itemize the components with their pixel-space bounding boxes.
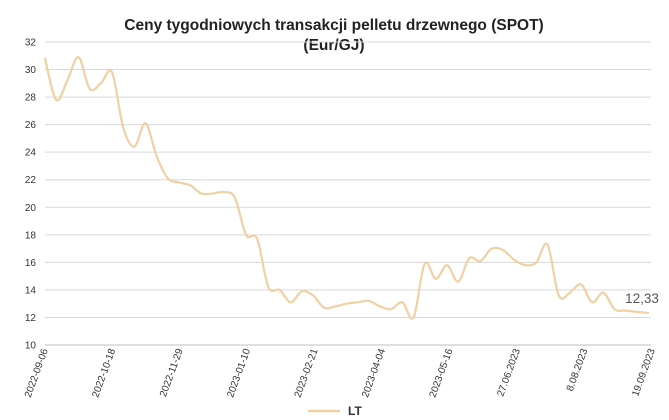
y-tick-label: 22 bbox=[25, 175, 37, 186]
x-tick-label: 19.09.2023 bbox=[630, 347, 658, 398]
last-value-label: 12,33 bbox=[625, 291, 659, 306]
y-tick-label: 28 bbox=[25, 93, 37, 104]
legend: LT bbox=[308, 404, 362, 418]
y-axis-ticks: 32 30 28 26 24 22 20 18 16 14 12 10 bbox=[25, 38, 37, 352]
x-tick-label: 27.06.2023 bbox=[495, 347, 523, 398]
y-tick-label: 16 bbox=[25, 258, 37, 269]
x-tick-label: 2022-09-06 bbox=[23, 347, 51, 399]
y-tick-label: 26 bbox=[25, 120, 37, 131]
x-tick-label: 2023-04-04 bbox=[360, 347, 388, 399]
y-tick-label: 30 bbox=[25, 65, 37, 76]
legend-label: LT bbox=[348, 404, 362, 418]
series-line-lt bbox=[43, 56, 650, 320]
y-tick-label: 18 bbox=[25, 230, 37, 241]
x-axis-ticks: 2022-09-06 2022-10-18 2022-11-29 2023-01-10… bbox=[23, 347, 658, 399]
chart-subtitle: (Eur/GJ) bbox=[303, 37, 364, 54]
x-tick-label: 2023-02-21 bbox=[293, 347, 321, 399]
x-tick-label: 2022-10-18 bbox=[90, 347, 118, 399]
grid-lines bbox=[45, 41, 651, 346]
y-tick-label: 24 bbox=[25, 148, 37, 159]
y-tick-label: 32 bbox=[25, 38, 37, 49]
x-tick-label: 8.08.2023 bbox=[565, 347, 591, 393]
y-tick-label: 10 bbox=[25, 341, 37, 352]
series-layer bbox=[43, 56, 650, 320]
y-tick-label: 20 bbox=[25, 203, 37, 214]
x-tick-label: 2023-05-16 bbox=[428, 347, 456, 399]
y-tick-label: 12 bbox=[25, 313, 37, 324]
x-tick-label: 2022-11-29 bbox=[158, 347, 186, 399]
x-tick-label: 2023-01-10 bbox=[225, 347, 253, 399]
y-tick-label: 14 bbox=[25, 285, 37, 296]
chart-title: Ceny tygodniowych transakcji pelletu drz… bbox=[124, 17, 543, 34]
